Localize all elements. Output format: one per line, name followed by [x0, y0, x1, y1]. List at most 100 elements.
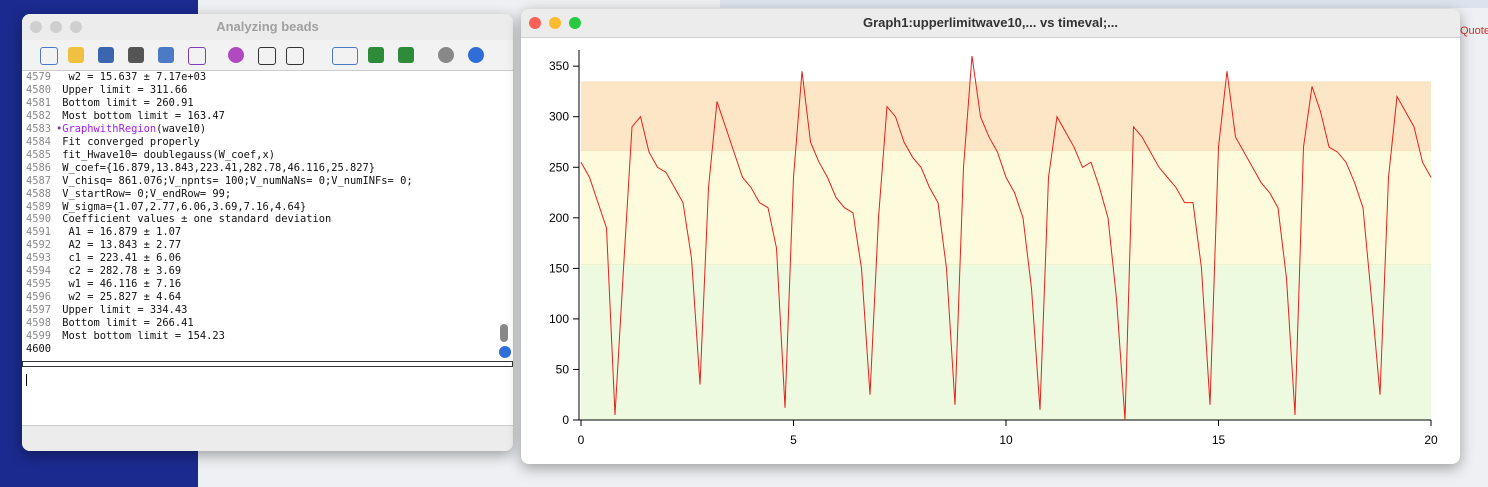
line-text: w2 = 15.637 ± 7.17e+03 — [56, 71, 207, 83]
line-number: 4595 — [26, 278, 52, 291]
y-tick-label: 50 — [556, 362, 570, 376]
new-button[interactable] — [40, 47, 58, 65]
region-band — [581, 150, 1431, 265]
line-number: 4594 — [26, 265, 52, 278]
line-text: A1 = 16.879 ± 1.07 — [56, 226, 182, 239]
line-number: 4592 — [26, 239, 52, 252]
y-tick-label: 300 — [549, 110, 569, 124]
history-area: 4579 w2 = 15.637 ± 7.17e+03 4580 Upper li… — [26, 71, 413, 356]
line-part: GraphwithRegion — [62, 122, 157, 135]
line-number: 4598 — [26, 317, 52, 330]
y-tick-label: 100 — [549, 312, 569, 326]
y-tick-label: 0 — [562, 413, 569, 427]
line-part: (wave10) — [156, 122, 207, 135]
line-number: 4596 — [26, 291, 52, 304]
zoom-button[interactable] — [70, 21, 82, 33]
background-text: Quote — [1460, 25, 1488, 37]
line-text: Most bottom limit = 163.47 — [56, 109, 225, 122]
scrollbar[interactable] — [500, 324, 508, 342]
line-text: c1 = 223.41 ± 6.06 — [56, 252, 182, 265]
minimize-button[interactable] — [549, 17, 561, 29]
line-text: w1 = 46.116 ± 7.16 — [56, 278, 182, 291]
x-tick-label: 0 — [578, 433, 585, 447]
close-button[interactable] — [30, 21, 42, 33]
history-line: 4591 A1 = 16.879 ± 1.07 — [26, 226, 413, 239]
forward-button[interactable] — [398, 47, 414, 63]
x-tick-label: 10 — [999, 433, 1013, 447]
line-text: Most bottom limit = 154.23 — [56, 330, 225, 343]
zoom-button[interactable] — [569, 17, 581, 29]
line-number: 4581 — [26, 96, 52, 109]
history-line: 4595 w1 = 46.116 ± 7.16 — [26, 278, 413, 291]
minimize-button[interactable] — [50, 21, 62, 33]
help-button[interactable] — [468, 47, 484, 63]
line-text: Bottom limit = 266.41 — [56, 317, 194, 330]
line-number: 4589 — [26, 200, 52, 213]
line-text: Bottom limit = 260.91 — [56, 96, 194, 109]
settings-button[interactable] — [438, 47, 454, 63]
procedure-button[interactable] — [228, 47, 244, 63]
line-text: Upper limit = 334.43 — [56, 304, 188, 317]
history-line: 4580 Upper limit = 311.66 — [26, 84, 413, 97]
splitter[interactable] — [22, 361, 513, 367]
y-tick-label: 250 — [549, 160, 569, 174]
history-line: 4584 Fit converged properly — [26, 136, 413, 149]
x-tick-label: 15 — [1212, 433, 1226, 447]
line-number: 4597 — [26, 304, 52, 317]
y-tick-label: 350 — [549, 59, 569, 73]
line-text: c2 = 282.78 ± 3.69 — [56, 265, 182, 278]
table-button[interactable] — [158, 47, 174, 63]
line-number: 4585 — [26, 148, 52, 161]
layout-button[interactable] — [332, 47, 358, 65]
find-button[interactable] — [258, 47, 276, 65]
zoom-tool[interactable] — [286, 47, 304, 65]
data-line — [580, 55, 1432, 421]
line-text: Upper limit = 311.66 — [56, 83, 188, 96]
line-number: 4579 — [26, 71, 52, 83]
history-line: 4586 W_coef={16.879,13.843,223.41,282.78… — [26, 162, 413, 175]
close-button[interactable] — [529, 17, 541, 29]
line-number: 4587 — [26, 174, 52, 187]
region-band — [581, 264, 1431, 420]
history-line: 4583 •GraphwithRegion(wave10) — [26, 123, 413, 136]
x-tick-label: 20 — [1424, 433, 1438, 447]
print-button[interactable] — [128, 47, 144, 63]
line-number: 4586 — [26, 161, 52, 174]
command-line[interactable] — [22, 368, 513, 425]
command-window: Analyzing beads 4579 w2 = 15.637 ± 7.17e… — [22, 14, 513, 451]
help-icon[interactable] — [499, 346, 511, 358]
line-text: V_chisq= 861.076;V_npnts= 100;V_numNaNs=… — [56, 174, 413, 187]
line-text: Coefficient values ± one standard deviat… — [56, 213, 332, 226]
line-number: 4591 — [26, 226, 52, 239]
history-line: 4585 fit_Hwave10= doublegauss(W_coef,x) — [26, 149, 413, 162]
line-number: 4599 — [26, 330, 52, 343]
history-line: 4587 V_chisq= 861.076;V_npnts= 100;V_num… — [26, 175, 413, 188]
line-text: W_coef={16.879,13.843,223.41,282.78,46.1… — [56, 161, 376, 174]
history-line: 4593 c1 = 223.41 ± 6.06 — [26, 252, 413, 265]
y-tick-label: 200 — [549, 211, 569, 225]
line-text: V_startRow= 0;V_endRow= 99; — [56, 187, 232, 200]
history-line: 4581 Bottom limit = 260.91 — [26, 97, 413, 110]
line-part: • — [56, 122, 63, 135]
line-text: A2 = 13.843 ± 2.77 — [56, 239, 182, 252]
line-number: 4590 — [26, 213, 52, 226]
history-line: 4590 Coefficient values ± one standard d… — [26, 213, 413, 226]
history-line: 4588 V_startRow= 0;V_endRow= 99; — [26, 188, 413, 201]
y-tick-label: 150 — [549, 261, 569, 275]
window-title: Graph1:upperlimitwave10,... vs timeval;.… — [862, 15, 1119, 30]
x-tick-label: 5 — [790, 433, 797, 447]
line-number: 4584 — [26, 135, 52, 148]
save-button[interactable] — [98, 47, 114, 63]
history-line: 4592 A2 = 13.843 ± 2.77 — [26, 239, 413, 252]
open-button[interactable] — [68, 47, 84, 63]
graph-button[interactable] — [188, 47, 206, 65]
line-text: Fit converged properly — [56, 135, 200, 148]
line-number: 4582 — [26, 109, 52, 122]
back-button[interactable] — [368, 47, 384, 63]
title-bar: Analyzing beads — [22, 14, 513, 40]
history-line: 4598 Bottom limit = 266.41 — [26, 317, 413, 330]
history-line: 4589 W_sigma={1.07,2.77,6.06,3.69,7.16,4… — [26, 201, 413, 214]
history-line: 4600 — [26, 343, 413, 356]
line-number: 4600 — [26, 343, 52, 356]
